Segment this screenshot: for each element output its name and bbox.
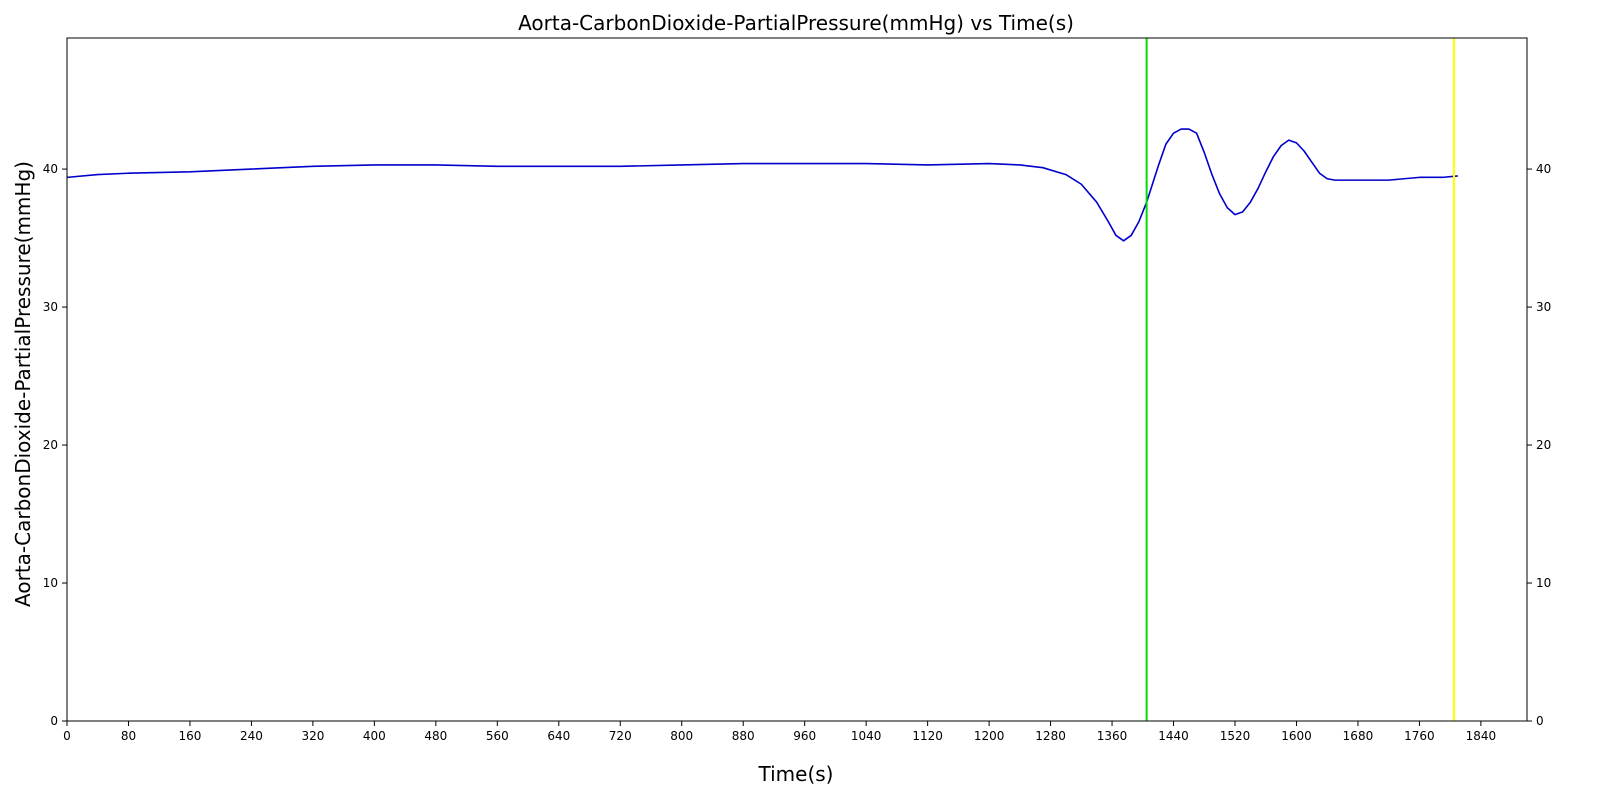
y-tick-label-left: 10 xyxy=(43,576,58,590)
plot-frame xyxy=(66,37,1528,722)
x-tick-label: 0 xyxy=(63,729,71,743)
x-tick-label: 1120 xyxy=(912,729,943,743)
x-tick-label: 1280 xyxy=(1035,729,1066,743)
y-tick-label-left: 20 xyxy=(43,438,58,452)
y-tick-label-left: 40 xyxy=(43,162,58,176)
y-tick-label-right: 10 xyxy=(1536,576,1551,590)
x-tick-label: 560 xyxy=(486,729,509,743)
x-tick-label: 1040 xyxy=(851,729,882,743)
y-tick-label-right: 30 xyxy=(1536,300,1551,314)
y-tick-label-right: 40 xyxy=(1536,162,1551,176)
x-tick-label: 80 xyxy=(121,729,136,743)
x-tick-label: 400 xyxy=(363,729,386,743)
x-axis-label: Time(s) xyxy=(758,762,834,786)
y-tick-label-right: 0 xyxy=(1536,714,1544,728)
x-tick-label: 320 xyxy=(301,729,324,743)
x-tick-label: 880 xyxy=(732,729,755,743)
x-tick-label: 1680 xyxy=(1343,729,1374,743)
x-tick-label: 1200 xyxy=(974,729,1005,743)
x-tick-label: 1360 xyxy=(1097,729,1128,743)
x-tick-label: 480 xyxy=(424,729,447,743)
x-tick-label: 160 xyxy=(178,729,201,743)
y-tick-label-left: 0 xyxy=(50,714,58,728)
y-tick-label-right: 20 xyxy=(1536,438,1551,452)
x-tick-label: 800 xyxy=(670,729,693,743)
series-line-0 xyxy=(66,128,1458,242)
chart-title: Aorta-CarbonDioxide-PartialPressure(mmHg… xyxy=(518,11,1074,35)
x-tick-label: 1840 xyxy=(1466,729,1497,743)
x-tick-label: 960 xyxy=(793,729,816,743)
y-axis-label: Aorta-CarbonDioxide-PartialPressure(mmHg… xyxy=(11,161,35,607)
x-tick-label: 1600 xyxy=(1281,729,1312,743)
x-tick-label: 1520 xyxy=(1220,729,1251,743)
y-tick-label-left: 30 xyxy=(43,300,58,314)
plot-area: 0 80 160 240 320 400 480 560 640 720 800 880 960 1040… xyxy=(43,37,1551,743)
x-tick-label: 240 xyxy=(240,729,263,743)
x-tick-label: 640 xyxy=(547,729,570,743)
x-tick-label: 1440 xyxy=(1158,729,1189,743)
x-tick-label: 720 xyxy=(609,729,632,743)
x-tick-label: 1760 xyxy=(1404,729,1435,743)
